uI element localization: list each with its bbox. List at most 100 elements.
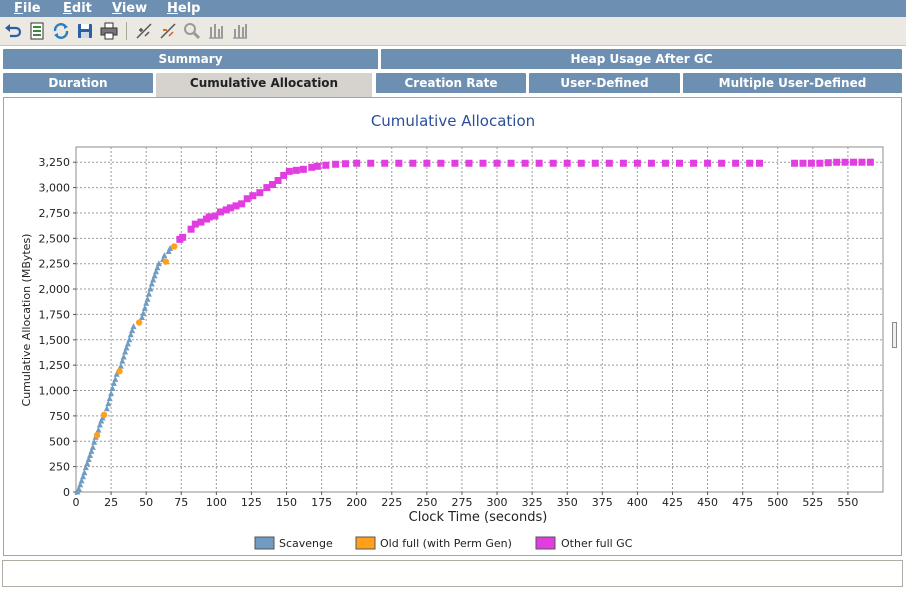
data-point-other-full-gc	[226, 204, 234, 212]
data-point-scavenge	[112, 375, 119, 382]
tab-heap-usage-after-gc[interactable]: Heap Usage After GC	[380, 48, 903, 69]
data-point-scavenge	[124, 340, 131, 347]
scrollbar-thumb[interactable]	[892, 322, 897, 348]
data-point-other-full-gc	[280, 171, 288, 179]
data-point-scavenge	[161, 252, 168, 259]
data-point-other-full-gc	[718, 159, 726, 167]
data-point-scavenge	[98, 417, 105, 424]
tab-summary[interactable]: Summary	[2, 48, 379, 69]
legend: Scavenge Old full (with Perm Gen) Other …	[254, 536, 633, 550]
data-point-other-full-gc	[619, 159, 627, 167]
undo-icon[interactable]	[3, 21, 23, 41]
data-point-other-full-gc	[755, 159, 763, 167]
data-point-old-full-with-perm-gen	[100, 411, 108, 419]
bar-chart-alt-icon[interactable]	[230, 21, 250, 41]
data-point-scavenge	[82, 464, 89, 471]
data-point-scavenge	[106, 395, 113, 402]
data-point-other-full-gc	[577, 159, 585, 167]
menu-help[interactable]: Help	[167, 1, 201, 16]
data-point-scavenge	[127, 331, 134, 338]
tab-duration[interactable]: Duration	[2, 72, 154, 93]
data-point-other-full-gc	[833, 158, 841, 166]
tab-multiple-user-defined[interactable]: Multiple User-Defined	[682, 72, 903, 93]
data-point-other-full-gc	[353, 159, 361, 167]
data-point-other-full-gc	[850, 158, 858, 166]
data-point-other-full-gc	[217, 208, 225, 216]
data-point-other-full-gc	[341, 160, 349, 168]
data-point-scavenge	[145, 290, 152, 297]
grid	[76, 147, 883, 492]
toolbar-separator	[126, 22, 127, 40]
data-point-scavenge	[75, 485, 82, 492]
data-point-other-full-gc	[205, 213, 213, 221]
data-point-other-full-gc	[263, 184, 271, 192]
y-tick-label: 1,000	[39, 385, 71, 398]
data-point-other-full-gc	[191, 220, 199, 228]
x-tick-label: 25	[104, 496, 118, 509]
menu-edit[interactable]: Edit	[63, 1, 92, 16]
data-point-other-full-gc	[451, 159, 459, 167]
data-point-scavenge	[78, 477, 85, 484]
data-point-other-full-gc	[807, 159, 815, 167]
x-tick-label: 450	[697, 496, 718, 509]
data-point-other-full-gc	[322, 161, 330, 169]
data-point-other-full-gc	[437, 159, 445, 167]
x-tick-label: 125	[241, 496, 262, 509]
data-point-other-full-gc	[799, 159, 807, 167]
x-tick-label: 50	[139, 496, 153, 509]
refresh-icon[interactable]	[51, 21, 71, 41]
zoom-in-tool-icon[interactable]	[134, 21, 154, 41]
data-point-scavenge	[85, 456, 92, 463]
legend-swatch-scavenge	[254, 536, 275, 550]
data-point-scavenge	[151, 272, 158, 279]
data-point-scavenge	[155, 260, 162, 267]
x-tick-label: 75	[174, 496, 188, 509]
export-icon[interactable]	[27, 21, 47, 41]
data-point-other-full-gc	[409, 159, 417, 167]
zoom-out-tool-icon[interactable]	[158, 21, 178, 41]
print-icon[interactable]	[99, 21, 119, 41]
data-point-scavenge	[110, 379, 117, 386]
menu-view[interactable]: View	[112, 1, 148, 16]
toolbar	[0, 17, 906, 46]
save-icon[interactable]	[75, 21, 95, 41]
data-point-other-full-gc	[197, 218, 205, 226]
axis-ticks: 0 25 50 75 100 125 150 175 200 225 250 275 300 325 350…	[39, 156, 859, 509]
data-point-other-full-gc	[647, 159, 655, 167]
y-tick-label: 2,250	[39, 258, 71, 271]
data-point-other-full-gc	[238, 200, 246, 208]
data-point-other-full-gc	[690, 159, 698, 167]
data-point-other-full-gc	[493, 159, 501, 167]
x-tick-label: 400	[627, 496, 648, 509]
bar-chart-icon[interactable]	[206, 21, 226, 41]
data-point-scavenge	[143, 299, 150, 306]
tab-creation-rate[interactable]: Creation Rate	[375, 72, 527, 93]
data-point-other-full-gc	[479, 159, 487, 167]
magnifier-icon[interactable]	[182, 21, 202, 41]
menu-file[interactable]: File	[14, 1, 41, 16]
data-point-other-full-gc	[791, 159, 799, 167]
data-point-other-full-gc	[824, 159, 832, 167]
tab-user-defined[interactable]: User-Defined	[528, 72, 681, 93]
data-point-scavenge	[80, 473, 87, 480]
data-point-scavenge	[123, 344, 130, 351]
tab-cumulative-allocation[interactable]: Cumulative Allocation	[155, 72, 373, 98]
x-tick-label: 550	[837, 496, 858, 509]
data-point-other-full-gc	[507, 159, 515, 167]
x-tick-label: 150	[276, 496, 297, 509]
data-point-scavenge	[167, 244, 174, 251]
data-point-other-full-gc	[563, 159, 571, 167]
y-tick-label: 2,000	[39, 283, 71, 296]
data-point-scavenge	[126, 336, 133, 343]
y-axis-label: Cumulative Allocation (MBytes)	[20, 234, 33, 407]
data-point-scavenge	[89, 443, 96, 450]
data-point-scavenge	[109, 385, 116, 391]
data-point-other-full-gc	[292, 166, 300, 174]
x-tick-label: 300	[487, 496, 508, 509]
data-point-scavenge	[147, 285, 154, 292]
legend-swatch-other-full-gc	[535, 536, 556, 550]
data-point-other-full-gc	[256, 189, 264, 197]
data-point-scavenge	[105, 400, 112, 407]
data-point-other-full-gc	[858, 158, 866, 166]
